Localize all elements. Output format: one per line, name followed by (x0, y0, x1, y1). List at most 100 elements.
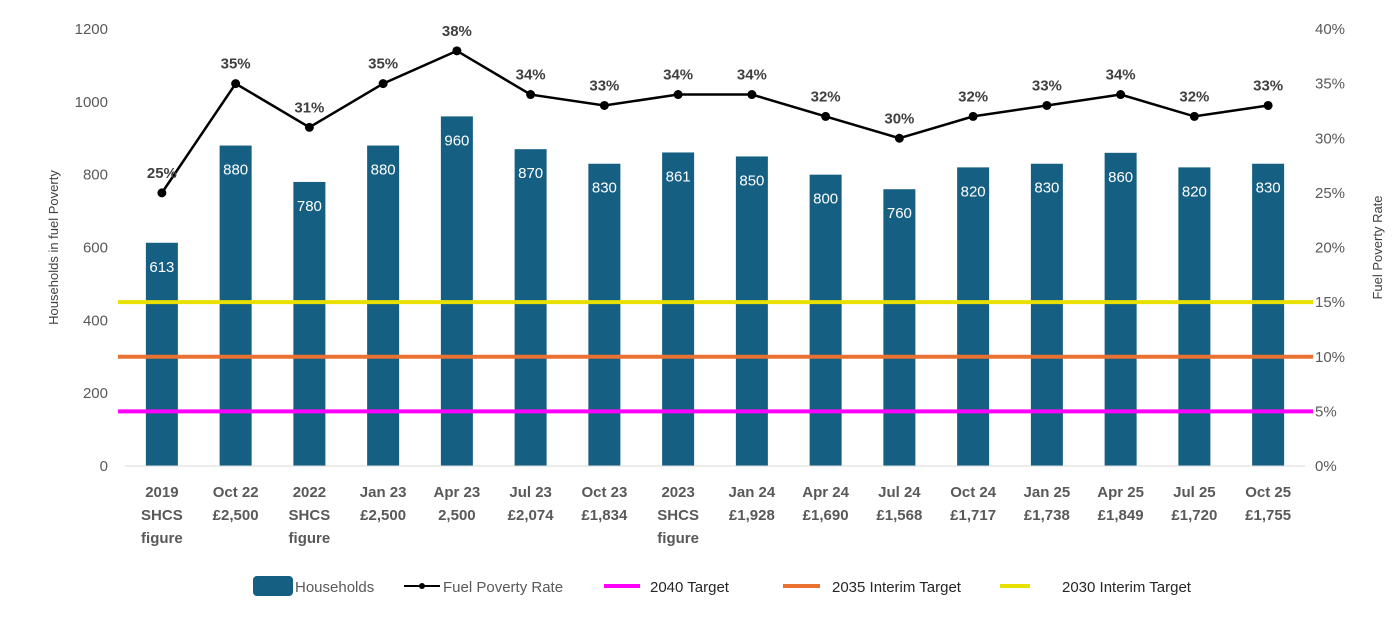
x-tick-label: Oct 25 (1245, 484, 1291, 501)
rate-point (821, 111, 831, 121)
x-tick-label: Jan 24 (729, 484, 776, 501)
y2-tick-label: 10% (1315, 349, 1345, 366)
y2-tick-label: 0% (1315, 458, 1337, 475)
rate-point (1042, 100, 1052, 110)
bar-households (1178, 167, 1211, 466)
fuel-poverty-rate-line (160, 49, 1269, 194)
bar-households (219, 145, 252, 467)
x-tick-label: 2023 (661, 484, 694, 501)
rate-data-label: 25% (147, 165, 177, 182)
y-tick-label: 600 (83, 240, 108, 257)
rate-data-label: 35% (221, 56, 251, 73)
y2-tick-label: 15% (1315, 294, 1345, 311)
rate-point (599, 100, 609, 110)
bar-households (588, 163, 621, 466)
y-tick-label: 0 (100, 458, 108, 475)
rate-data-label: 34% (516, 67, 546, 84)
bar-data-label: 960 (444, 132, 469, 149)
y2-axis-title: Fuel Poverty Rate (1370, 195, 1385, 299)
rate-point (526, 90, 536, 100)
x-tick-label: figure (141, 530, 183, 547)
rate-data-label: 30% (884, 110, 914, 127)
rate-data-label: 35% (368, 56, 398, 73)
bar-data-label: 820 (961, 183, 986, 200)
rate-point (378, 79, 388, 89)
y-tick-label: 1000 (75, 94, 108, 111)
legend-label: 2030 Interim Target (1062, 579, 1192, 596)
legend-label: Fuel Poverty Rate (443, 579, 563, 596)
x-tick-label: £2,500 (213, 507, 259, 524)
x-tick-label: 2,500 (438, 507, 476, 524)
x-tick-label: figure (289, 530, 331, 547)
bar-households (145, 242, 178, 466)
rate-point (304, 122, 314, 132)
x-tick-label: SHCS (657, 507, 699, 524)
legend-label: Households (295, 579, 374, 596)
x-tick-label: £1,690 (803, 507, 849, 524)
x-tick-label: Jan 23 (360, 484, 407, 501)
y2-tick-label: 25% (1315, 185, 1345, 202)
bar-households (1252, 163, 1285, 466)
rate-point (157, 188, 167, 198)
y2-tick-label: 35% (1315, 76, 1345, 93)
x-tick-label: Apr 24 (802, 484, 849, 501)
bar-data-label: 880 (371, 162, 396, 179)
legend-label: 2040 Target (650, 579, 730, 596)
rate-point (1116, 90, 1126, 100)
bar-households (367, 145, 400, 467)
rate-point (452, 46, 462, 56)
bar-households (883, 189, 916, 466)
x-tick-label: SHCS (141, 507, 183, 524)
bar-data-label: 760 (887, 205, 912, 222)
rate-data-label: 32% (1179, 88, 1209, 105)
y-tick-label: 800 (83, 167, 108, 184)
rate-data-label: 34% (663, 67, 693, 84)
bar-data-label: 830 (592, 180, 617, 197)
x-tick-label: Jul 25 (1173, 484, 1216, 501)
bar-data-label: 820 (1182, 183, 1207, 200)
x-tick-label: £1,738 (1024, 507, 1070, 524)
bar-data-label: 613 (149, 259, 174, 276)
legend-label: 2035 Interim Target (832, 579, 962, 596)
x-tick-label: 2022 (293, 484, 326, 501)
x-tick-label: 2019 (145, 484, 178, 501)
rate-data-label: 32% (958, 88, 988, 105)
rate-point (968, 111, 978, 121)
bar-households (440, 116, 473, 467)
x-tick-label: Jan 25 (1024, 484, 1071, 501)
rate-data-label: 33% (1253, 77, 1283, 94)
x-tick-label: £1,717 (950, 507, 996, 524)
rate-point (1189, 111, 1199, 121)
y-axis-title: Households in fuel Poverty (46, 170, 61, 325)
bar-data-label: 861 (666, 168, 691, 185)
y2-tick-label: 5% (1315, 403, 1337, 420)
bar-data-label: 870 (518, 165, 543, 182)
y-tick-label: 1200 (75, 21, 108, 38)
x-tick-label: Jul 24 (878, 484, 921, 501)
bar-households (1030, 163, 1063, 466)
x-tick-label: £1,834 (581, 507, 628, 524)
bar-households (514, 149, 547, 467)
x-tick-label: Oct 22 (213, 484, 259, 501)
bar-data-label: 880 (223, 162, 248, 179)
bar-households (293, 181, 326, 466)
x-tick-label: Apr 23 (434, 484, 481, 501)
y2-tick-label: 30% (1315, 130, 1345, 147)
x-tick-label: SHCS (289, 507, 331, 524)
bar-households (1104, 152, 1137, 467)
rate-point (894, 133, 904, 143)
bar-data-label: 830 (1256, 180, 1281, 197)
legend-swatch-rate-marker (419, 583, 425, 589)
x-tick-label: £1,720 (1171, 507, 1217, 524)
bar-households (957, 167, 990, 466)
bar-data-label: 780 (297, 198, 322, 215)
x-tick-label: figure (657, 530, 699, 547)
rate-data-label: 33% (1032, 77, 1062, 94)
rate-data-label: 31% (294, 99, 324, 116)
x-tick-label: Oct 23 (581, 484, 627, 501)
rate-data-label: 33% (589, 77, 619, 94)
bar-data-label: 860 (1108, 169, 1133, 186)
bar-households (735, 156, 768, 467)
bar-data-label: 850 (739, 172, 764, 189)
